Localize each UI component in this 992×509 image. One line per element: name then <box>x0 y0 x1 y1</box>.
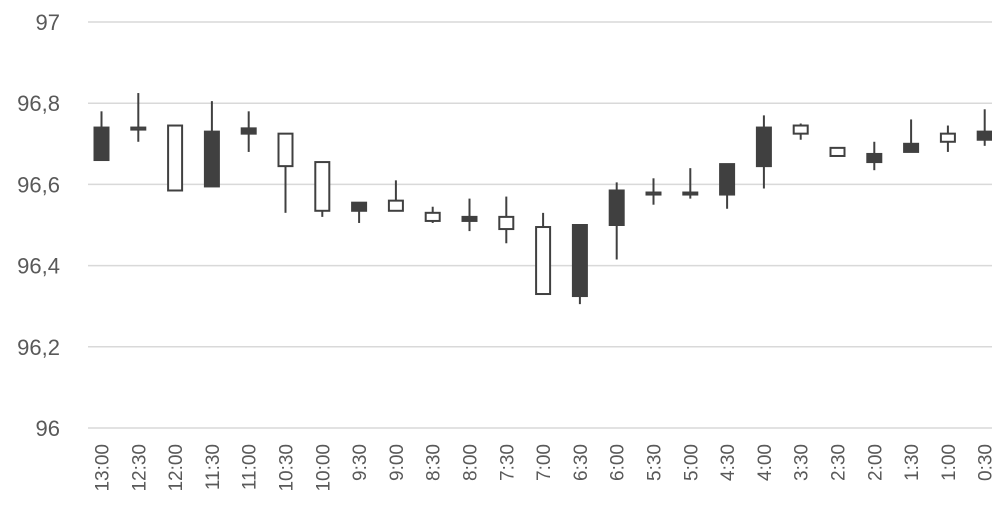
x-tick-label: 11:30 <box>203 444 224 490</box>
candle-body <box>130 126 147 131</box>
candle-body <box>903 142 920 153</box>
x-tick-label: 10:00 <box>313 444 334 492</box>
candles <box>93 93 992 305</box>
x-tick-label: 13:00 <box>93 444 114 492</box>
candle-body <box>939 132 956 143</box>
y-tick-label: 96,4 <box>17 254 60 279</box>
x-tick-label: 7:30 <box>497 444 518 481</box>
candle-body <box>976 130 992 141</box>
x-tick-label: 0:30 <box>976 444 992 481</box>
x-tick-label: 6:00 <box>608 444 629 481</box>
x-tick-label: 9:00 <box>387 444 408 481</box>
x-tick-label: 12:00 <box>166 444 187 492</box>
x-tick-label: 8:00 <box>461 444 482 481</box>
x-tick-label: 4:00 <box>755 444 776 481</box>
x-tick-label: 9:30 <box>350 444 371 481</box>
candle-body <box>498 215 515 231</box>
x-tick-label: 2:00 <box>865 444 886 481</box>
y-tick-label: 97 <box>36 10 60 35</box>
gridlines <box>88 21 992 429</box>
candle-body <box>829 146 846 157</box>
x-tick-label: 7:00 <box>534 444 555 481</box>
y-tick-label: 96,6 <box>17 172 60 197</box>
candle-body <box>167 124 184 192</box>
x-tick-label: 5:00 <box>681 444 702 481</box>
candle-body <box>682 191 699 196</box>
x-axis: 13:00 12:30 12:00 11:30 11:00 10:30 10:00 9:30 9… <box>93 444 992 492</box>
x-tick-label: 6:30 <box>571 444 592 481</box>
candle-body <box>866 152 883 164</box>
candle-body <box>645 191 662 196</box>
x-tick-label: 10:30 <box>277 444 298 492</box>
candle-body <box>571 224 588 298</box>
x-tick-label: 3:30 <box>792 444 813 481</box>
candle-body <box>203 130 220 188</box>
candle-body <box>755 126 772 168</box>
candle-body <box>608 189 625 227</box>
candle-body <box>719 163 736 196</box>
candle-body <box>792 124 809 135</box>
candle-body <box>351 201 368 212</box>
x-tick-label: 5:30 <box>645 444 666 481</box>
candle-body <box>387 199 404 212</box>
x-tick-label: 8:30 <box>424 444 445 481</box>
candle-body <box>314 161 331 212</box>
candle-body <box>461 215 478 222</box>
candle-body <box>240 127 257 135</box>
x-tick-label: 2:30 <box>829 444 850 481</box>
x-tick-label: 4:30 <box>718 444 739 481</box>
candle-body <box>93 126 110 162</box>
candle-body <box>535 226 552 296</box>
x-tick-label: 1:00 <box>939 444 960 481</box>
y-axis: 96 96,2 96,4 96,6 96,8 97 <box>17 10 60 441</box>
y-tick-label: 96,8 <box>17 91 60 116</box>
candle-body <box>424 211 441 222</box>
x-tick-label: 1:30 <box>902 444 923 481</box>
candle-body <box>277 132 294 168</box>
x-tick-label: 11:00 <box>240 444 261 490</box>
x-tick-label: 12:30 <box>129 444 150 492</box>
y-tick-label: 96 <box>36 416 60 441</box>
y-tick-label: 96,2 <box>17 335 60 360</box>
